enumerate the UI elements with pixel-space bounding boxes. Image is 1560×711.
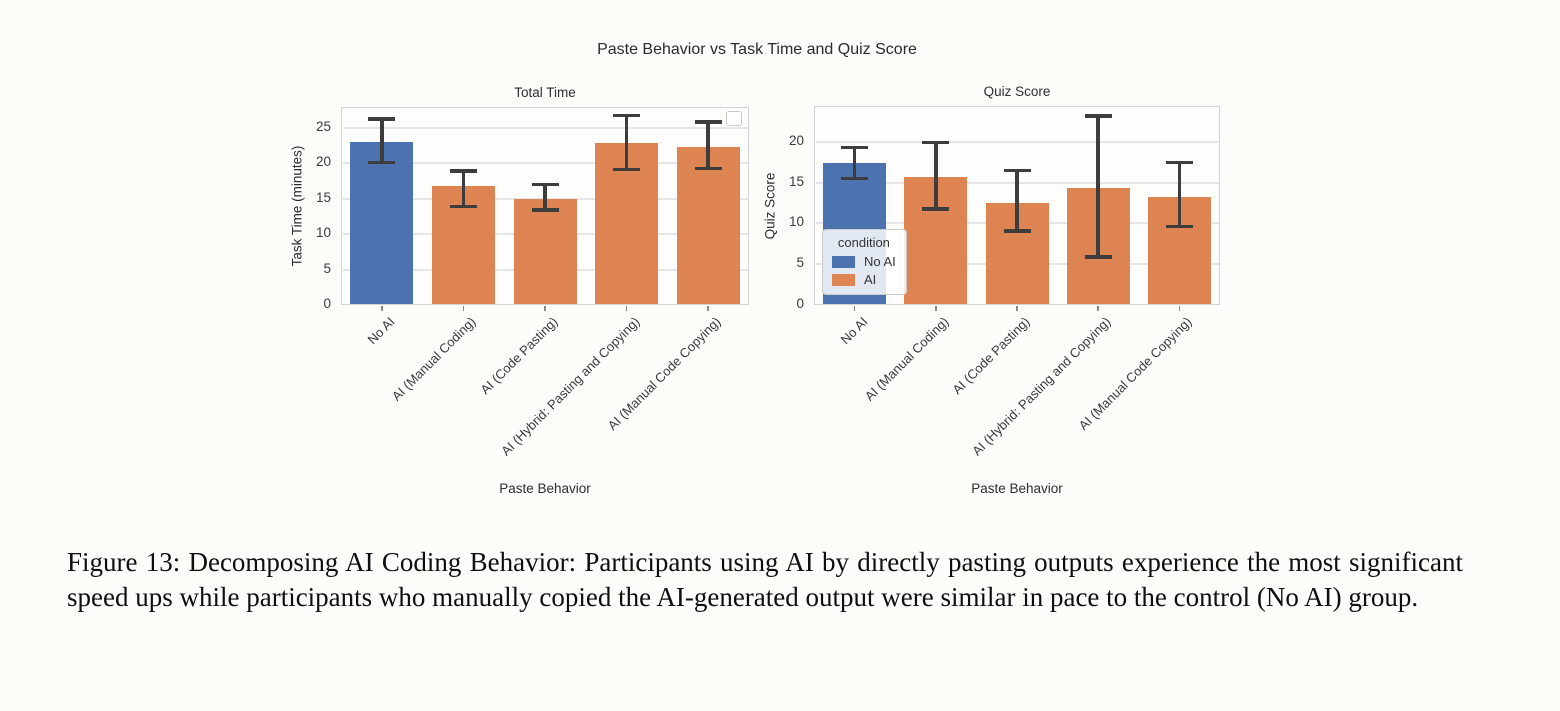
gridline: [342, 126, 748, 129]
x-tick-mark: [544, 306, 546, 311]
error-bar-cap: [694, 120, 722, 124]
x-tick-mark: [1178, 306, 1181, 311]
error-bar-line: [543, 184, 547, 210]
error-bar-cap: [613, 167, 641, 172]
y-tick-label: 0: [796, 296, 804, 311]
empty-legend-box: [726, 111, 742, 126]
condition-legend: condition No AI AI: [822, 229, 907, 295]
x-tick-mark: [853, 306, 856, 311]
plot-title-total-time: Total Time: [514, 85, 576, 100]
y-axis-label-task-time-minutes: Task Time (minutes): [289, 145, 305, 267]
error-bar-cap: [531, 182, 559, 187]
x-tick-mark: [935, 306, 937, 311]
y-tick-label: 25: [315, 118, 331, 134]
figure-caption: Figure 13: Decomposing AI Coding Behavio…: [67, 547, 1463, 612]
error-bar-line: [1015, 170, 1019, 231]
error-bar-cap: [1084, 255, 1112, 259]
plot-title-quiz-score: Quiz Score: [983, 84, 1051, 99]
error-bar-line: [1096, 115, 1100, 257]
error-bar-cap: [922, 207, 950, 211]
legend-swatch-no-ai: [832, 255, 855, 268]
x-tick-mark: [1097, 306, 1099, 311]
y-tick-label: 0: [323, 296, 331, 311]
error-bar-cap: [841, 176, 869, 181]
legend-label: No AI: [864, 254, 896, 269]
error-bar-cap: [368, 117, 396, 121]
error-bar-cap: [368, 160, 396, 165]
y-tick-label: 15: [788, 173, 804, 189]
gridline: [342, 162, 748, 165]
error-bar-cap: [922, 140, 950, 145]
error-bar-line: [380, 119, 384, 163]
gridline: [815, 140, 1219, 143]
error-bar-cap: [1003, 229, 1031, 233]
bar-no-ai: [350, 142, 414, 304]
figure-title: Paste Behavior vs Task Time and Quiz Sco…: [597, 41, 917, 58]
legend-label: AI: [864, 272, 877, 287]
legend-title: condition: [837, 235, 890, 250]
x-tick-mark: [381, 306, 383, 311]
error-bar-cap: [1165, 160, 1193, 165]
error-bar-cap: [1165, 224, 1193, 229]
x-tick-mark: [1016, 306, 1018, 311]
y-tick-label: 20: [315, 154, 331, 170]
y-tick-label: 5: [796, 255, 804, 271]
error-bar-line: [624, 115, 629, 170]
error-bar-cap: [449, 169, 477, 173]
x-axis-label-paste-behavior-1: Paste Behavior: [971, 481, 1063, 496]
error-bar-cap: [613, 113, 641, 118]
x-tick-mark: [625, 306, 628, 311]
y-axis-label-quiz-score: Quiz Score: [762, 172, 778, 239]
legend-entry-no-ai: No AI: [832, 254, 896, 269]
error-bar-cap: [531, 208, 559, 212]
x-axis-label-paste-behavior-0: Paste Behavior: [499, 481, 591, 496]
y-tick-label: 20: [788, 132, 804, 148]
error-bar-line: [934, 142, 938, 209]
error-bar-cap: [694, 166, 722, 171]
x-tick-mark: [462, 306, 465, 311]
error-bar-cap: [1003, 168, 1031, 173]
error-bar-line: [706, 121, 710, 169]
bar-ai-manual-code-copying: [676, 147, 740, 304]
y-tick-label: 10: [315, 225, 331, 241]
error-bar-cap: [1084, 114, 1112, 118]
error-bar-cap: [449, 204, 477, 209]
error-bar-line: [1177, 162, 1182, 227]
error-bar-cap: [841, 145, 869, 150]
bar-ai-code-pasting: [513, 198, 577, 304]
y-tick-label: 10: [788, 214, 804, 230]
x-tick-mark: [707, 306, 709, 311]
legend-swatch-ai: [832, 273, 855, 286]
y-tick-label: 15: [315, 189, 331, 205]
y-tick-label: 5: [323, 260, 331, 276]
error-bar-line: [852, 147, 857, 179]
error-bar-line: [461, 170, 466, 207]
legend-entry-ai: AI: [832, 272, 896, 287]
